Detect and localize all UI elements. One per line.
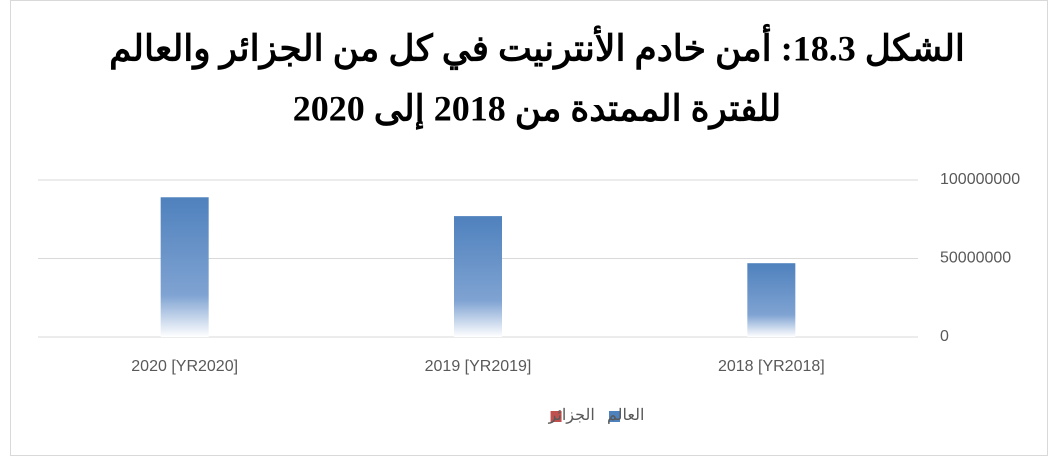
bar bbox=[454, 216, 502, 337]
legend-swatch bbox=[550, 411, 562, 422]
x-tick-label: 2019 [YR2019] bbox=[425, 358, 532, 375]
bar bbox=[747, 263, 796, 337]
bar bbox=[160, 197, 209, 337]
y-tick-label: 50000000 bbox=[940, 250, 1011, 267]
x-tick-label: 2020 [YR2020] bbox=[131, 358, 238, 375]
chart-frame bbox=[10, 0, 1048, 456]
chart-title: الشكل 18.3: أمن خادم الأنترنيت في كل من … bbox=[109, 23, 965, 70]
legend-swatch bbox=[609, 411, 620, 422]
legend-label: العالم bbox=[607, 407, 644, 424]
y-tick-label: 100000000 bbox=[940, 171, 1020, 188]
y-tick-label: 0 bbox=[940, 328, 949, 345]
chart-title: للفترة الممتدة من 2018 إلى 2020 bbox=[293, 88, 782, 130]
legend-label: الجزائر bbox=[548, 407, 595, 424]
x-tick-label: 2018 [YR2018] bbox=[718, 358, 825, 375]
